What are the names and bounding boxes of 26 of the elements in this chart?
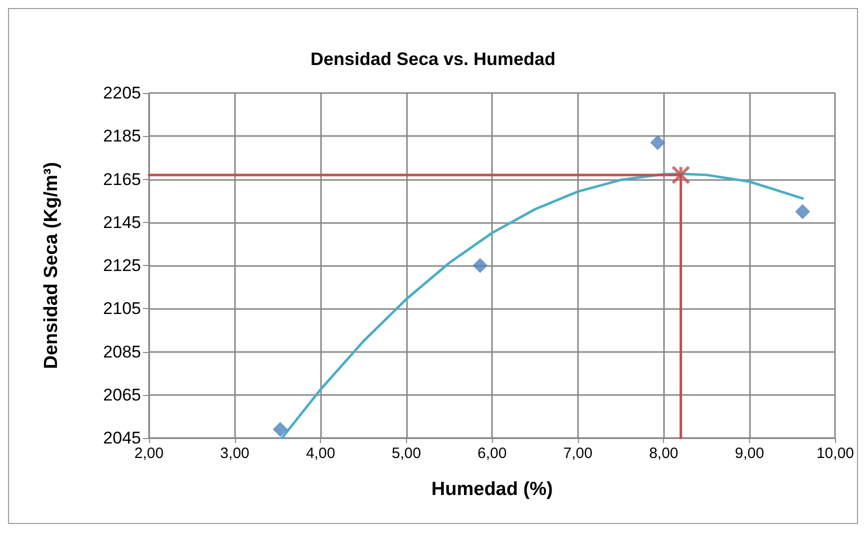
y-tick-label: 2105 xyxy=(103,299,141,318)
x-tick-label: 6,00 xyxy=(478,445,507,462)
chart-title: Densidad Seca vs. Humedad xyxy=(310,49,556,69)
point xyxy=(650,135,666,150)
y-axis-title: Densidad Seca (Kg/m³) xyxy=(41,162,62,369)
y-tick-label: 2045 xyxy=(103,428,141,448)
point xyxy=(472,258,488,273)
x-tick-label: 8,00 xyxy=(649,445,678,462)
x-axis-title: Humedad (%) xyxy=(431,479,553,500)
x-tick-label: 4,00 xyxy=(306,445,336,462)
y-tick-label: 2145 xyxy=(103,212,141,232)
y-tick-label: 2165 xyxy=(103,170,141,189)
y-tick-label: 2185 xyxy=(103,126,141,146)
x-tick-label: 7,00 xyxy=(563,445,592,462)
x-tick-label: 3,00 xyxy=(220,445,250,462)
y-tick-label: 2205 xyxy=(103,84,141,102)
x-tick-label: 5,00 xyxy=(392,445,421,462)
x-tick-label: 9,00 xyxy=(734,445,764,462)
y-tick-label: 2085 xyxy=(103,342,141,362)
y-tick-label: 2065 xyxy=(103,385,141,404)
point xyxy=(272,422,288,437)
x-tick-label: 2,00 xyxy=(134,445,164,462)
point xyxy=(795,204,810,220)
y-tick-label: 2125 xyxy=(103,256,141,275)
point xyxy=(671,165,690,184)
x-tick-label: 10,00 xyxy=(816,445,854,462)
